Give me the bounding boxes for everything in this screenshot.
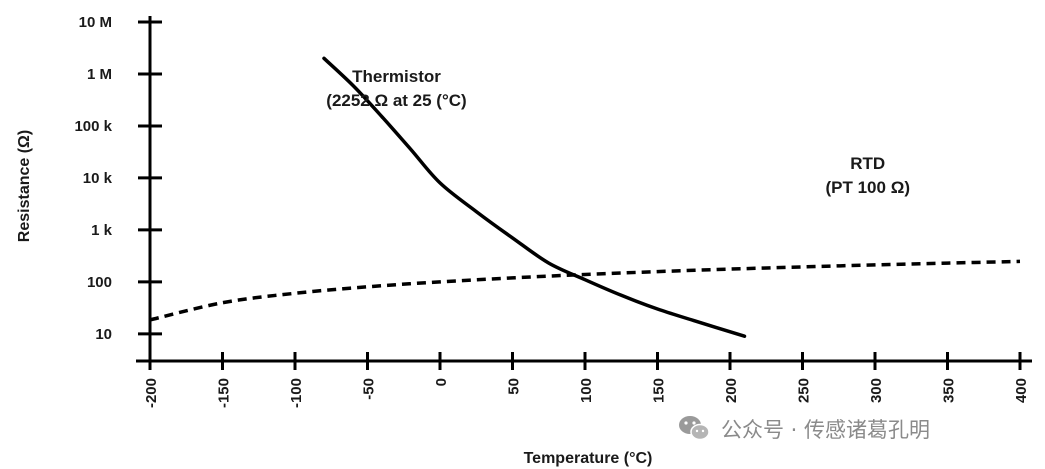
series-group <box>149 56 1021 338</box>
x-tick-label: 200 <box>723 378 740 403</box>
y-tick-label: 10 k <box>83 170 113 187</box>
x-tick-label: -200 <box>143 378 160 408</box>
y-tick-label: 1 k <box>91 222 113 239</box>
annotations: Thermistor (2252 Ω at 25 (°C) RTD (PT 100 Ω… <box>326 67 910 197</box>
rtd-curve <box>149 259 1021 322</box>
x-tick-label: -50 <box>361 378 378 400</box>
x-tick-label: -150 <box>216 378 233 408</box>
thermistor-annotation-line: (2252 Ω at 25 (°C) <box>326 91 466 110</box>
y-tick-label: 10 M <box>79 14 112 31</box>
y-tick-label: 1 M <box>87 66 112 83</box>
thermistor-curve <box>322 56 747 338</box>
x-tick-label: 0 <box>433 378 450 386</box>
y-axis-title: Resistance (Ω) <box>16 130 33 242</box>
x-tick-label: 300 <box>868 378 885 403</box>
tick-group: 10 M 1 M 100 k 10 k 1 k 100 10 -200 -150 -100 -50 0… <box>74 14 1030 408</box>
wechat-icon <box>679 416 710 441</box>
rtd-annotation-line: RTD <box>850 154 885 173</box>
y-tick-label: 100 k <box>74 118 112 135</box>
y-tick-label: 10 <box>95 326 112 343</box>
y-tick-label: 100 <box>87 274 112 291</box>
x-tick-label: 400 <box>1013 378 1030 403</box>
rtd-annotation-line: (PT 100 Ω) <box>826 178 911 197</box>
x-tick-label: 150 <box>651 378 668 403</box>
x-tick-label: 250 <box>796 378 813 403</box>
x-tick-label: 350 <box>941 378 958 403</box>
x-tick-label: 50 <box>506 378 523 395</box>
x-tick-label: 100 <box>578 378 595 403</box>
thermistor-annotation-line: Thermistor <box>352 67 441 86</box>
watermark-text: 公众号 · 传感诸葛孔明 <box>721 418 930 442</box>
x-axis-title: Temperature (°C) <box>524 450 653 467</box>
x-tick-label: -100 <box>288 378 305 408</box>
watermark: 公众号 · 传感诸葛孔明 <box>679 416 930 442</box>
